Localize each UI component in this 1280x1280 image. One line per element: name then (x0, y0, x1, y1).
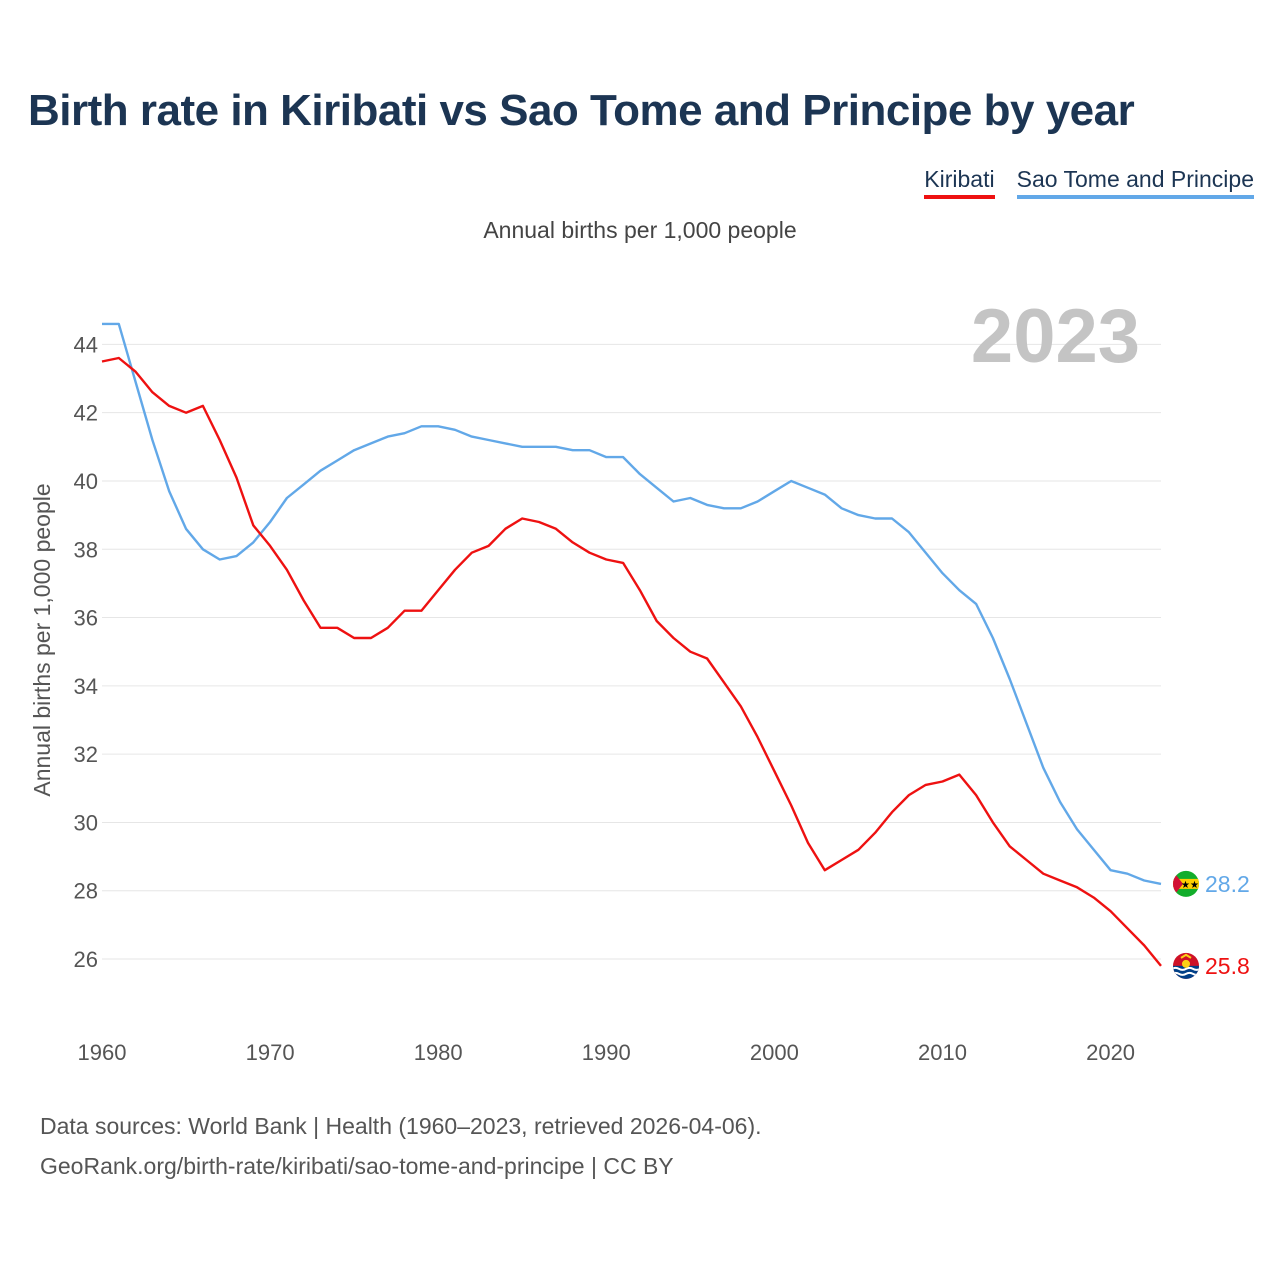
grid-lines (102, 343, 1161, 960)
y-tick-label: 34 (74, 674, 98, 699)
y-tick-label: 36 (74, 606, 98, 631)
source-note: Data sources: World Bank | Health (1960–… (40, 1106, 762, 1186)
series-line-kiribati[interactable] (101, 356, 1162, 967)
y-tick-label: 26 (74, 947, 98, 972)
end-value-kiribati: 25.8 (1205, 953, 1250, 979)
svg-text:★★: ★★ (1181, 880, 1199, 891)
y-tick-label: 44 (74, 332, 98, 357)
series-lines (101, 322, 1162, 967)
source-line-1: Data sources: World Bank | Health (1960–… (40, 1113, 762, 1139)
y-tick-label: 28 (74, 879, 98, 904)
x-tick-label: 2020 (1086, 1040, 1135, 1065)
x-tick-label: 1990 (582, 1040, 631, 1065)
y-tick-label: 30 (74, 810, 98, 835)
y-tick-label: 32 (74, 742, 98, 767)
series-line-sao-tome[interactable] (102, 322, 1162, 886)
x-tick-label: 2010 (918, 1040, 967, 1065)
chart-legend: Kiribati Sao Tome and Principe (924, 166, 1254, 199)
x-tick-label: 1960 (78, 1040, 127, 1065)
chart-subtitle: Annual births per 1,000 people (483, 217, 797, 243)
current-year-label: 2023 (971, 294, 1140, 379)
y-tick-label: 42 (74, 401, 98, 426)
legend-item-kiribati[interactable]: Kiribati (924, 166, 995, 199)
y-axis-ticks: 26 28 30 32 34 36 38 40 42 44 (74, 332, 98, 972)
legend-item-sao-tome[interactable]: Sao Tome and Principe (1016, 166, 1254, 199)
kiribati-flag (1173, 952, 1199, 979)
source-line-2[interactable]: GeoRank.org/birth-rate/kiribati/sao-tome… (40, 1153, 674, 1179)
x-tick-label: 2000 (750, 1040, 799, 1065)
x-tick-label: 1970 (246, 1040, 295, 1065)
x-axis-ticks: 1960 1970 1980 1990 2000 2010 2020 (78, 1040, 1136, 1065)
y-tick-label: 40 (74, 469, 98, 494)
y-axis-label: Annual births per 1,000 people (29, 483, 55, 796)
line-chart: 26 28 30 32 34 36 38 40 42 44 1960 1970 1980 1990 200… (29, 294, 1250, 1065)
end-value-sao-tome: 28.2 (1205, 871, 1250, 897)
y-tick-label: 38 (74, 537, 98, 562)
sao-tome-flag: ★★ (1173, 870, 1199, 897)
x-tick-label: 1980 (414, 1040, 463, 1065)
chart-title: Birth rate in Kiribati vs Sao Tome and P… (28, 86, 1135, 135)
